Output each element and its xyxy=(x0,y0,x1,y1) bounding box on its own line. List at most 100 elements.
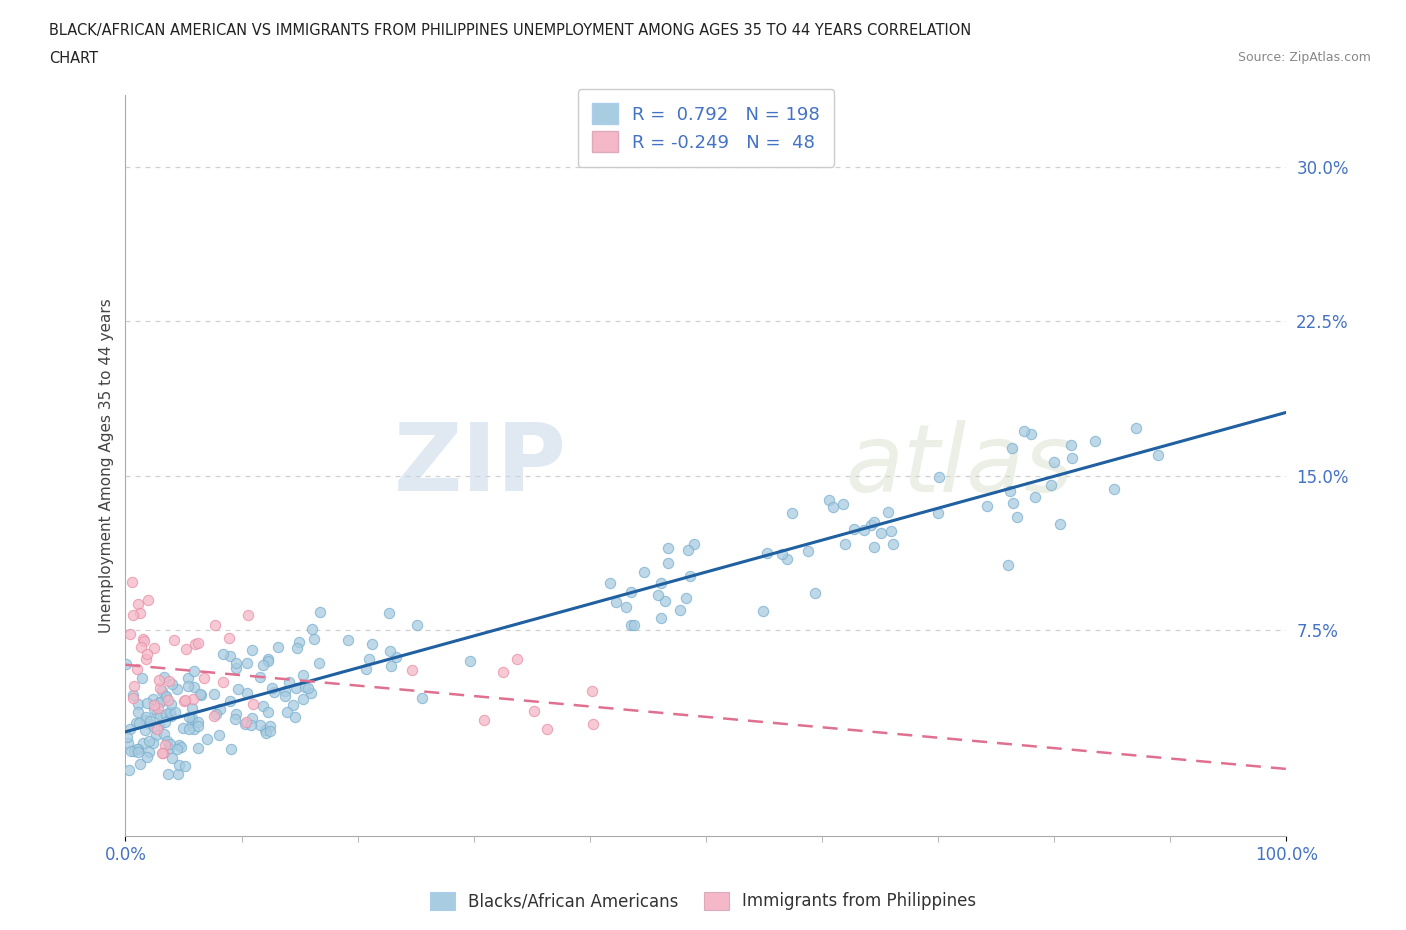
Point xyxy=(135,652,157,667)
Point xyxy=(187,740,209,755)
Point xyxy=(354,662,377,677)
Point xyxy=(380,644,402,658)
Point xyxy=(1005,509,1028,524)
Point xyxy=(120,722,142,737)
Point xyxy=(148,672,170,687)
Point xyxy=(132,736,155,751)
Point xyxy=(166,741,188,756)
Point xyxy=(253,723,276,737)
Point xyxy=(472,712,495,727)
Point xyxy=(202,687,225,702)
Point xyxy=(291,692,314,707)
Point xyxy=(219,649,242,664)
Point xyxy=(284,681,307,696)
Point xyxy=(1002,496,1025,511)
Point xyxy=(177,671,200,685)
Point xyxy=(683,536,706,551)
Text: ZIP: ZIP xyxy=(394,419,567,512)
Point xyxy=(160,709,183,724)
Point xyxy=(174,758,197,773)
Point xyxy=(492,665,515,680)
Point xyxy=(1001,441,1024,456)
Point xyxy=(678,568,700,583)
Point xyxy=(187,636,209,651)
Point xyxy=(236,656,259,671)
Point xyxy=(274,688,297,703)
Point xyxy=(155,689,177,704)
Legend: R =  0.792   N = 198, R = -0.249   N =  48: R = 0.792 N = 198, R = -0.249 N = 48 xyxy=(578,89,834,166)
Point xyxy=(240,643,263,658)
Point xyxy=(647,588,669,603)
Point xyxy=(125,715,148,730)
Point xyxy=(879,524,901,538)
Point xyxy=(211,646,233,661)
Point xyxy=(308,656,330,671)
Point xyxy=(633,565,655,579)
Text: BLACK/AFRICAN AMERICAN VS IMMIGRANTS FROM PHILIPPINES UNEMPLOYMENT AMONG AGES 35: BLACK/AFRICAN AMERICAN VS IMMIGRANTS FRO… xyxy=(49,23,972,38)
Point xyxy=(132,633,155,648)
Point xyxy=(143,702,166,717)
Point xyxy=(599,575,621,590)
Point xyxy=(187,715,209,730)
Point xyxy=(136,750,159,764)
Point xyxy=(536,722,558,737)
Point xyxy=(249,670,271,684)
Point xyxy=(1040,478,1063,493)
Point xyxy=(506,651,529,666)
Point xyxy=(1043,454,1066,469)
Point xyxy=(156,767,179,782)
Point xyxy=(143,720,166,735)
Point xyxy=(122,690,145,705)
Point xyxy=(174,642,197,657)
Point xyxy=(129,757,152,772)
Point xyxy=(676,542,699,557)
Point xyxy=(257,654,280,669)
Point xyxy=(752,604,775,618)
Point xyxy=(384,650,406,665)
Point xyxy=(153,714,176,729)
Point xyxy=(620,584,643,599)
Point xyxy=(380,659,402,674)
Point xyxy=(122,743,145,758)
Point xyxy=(675,591,697,605)
Point xyxy=(159,705,181,720)
Point xyxy=(149,707,172,722)
Point xyxy=(997,558,1019,573)
Point xyxy=(187,718,209,733)
Text: atlas: atlas xyxy=(845,420,1074,511)
Point xyxy=(127,741,149,756)
Point xyxy=(1024,490,1046,505)
Point xyxy=(157,741,180,756)
Point xyxy=(155,690,177,705)
Point xyxy=(242,697,264,711)
Point xyxy=(138,744,160,759)
Point xyxy=(155,707,177,722)
Point xyxy=(844,522,866,537)
Point xyxy=(219,742,242,757)
Point xyxy=(157,693,180,708)
Point xyxy=(302,631,325,646)
Point xyxy=(378,606,401,621)
Point xyxy=(235,714,257,729)
Point xyxy=(127,597,149,612)
Point xyxy=(146,700,169,715)
Point xyxy=(152,745,174,760)
Point xyxy=(149,694,172,709)
Point xyxy=(1049,516,1071,531)
Point xyxy=(278,674,301,689)
Point xyxy=(1019,426,1042,441)
Point xyxy=(169,757,191,772)
Point xyxy=(149,681,172,696)
Point xyxy=(152,670,174,684)
Point xyxy=(254,726,277,741)
Point xyxy=(121,575,143,590)
Point xyxy=(226,681,249,696)
Point xyxy=(129,640,152,655)
Point xyxy=(143,640,166,655)
Point xyxy=(650,575,672,590)
Point xyxy=(291,667,314,682)
Point xyxy=(128,715,150,730)
Point xyxy=(776,551,799,566)
Point xyxy=(132,631,155,646)
Point xyxy=(876,505,898,520)
